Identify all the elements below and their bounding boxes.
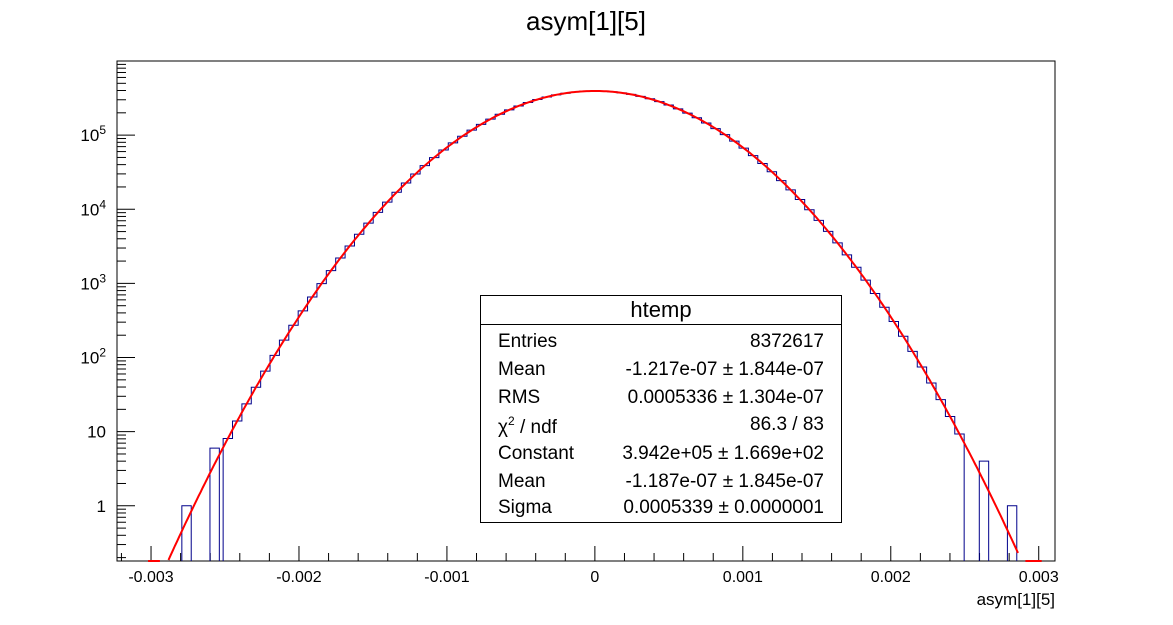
stats-row-rms: RMS 0.0005336 ± 1.304e-07 — [481, 383, 841, 411]
y-tick-label: 103 — [80, 271, 106, 293]
stats-label: RMS — [498, 387, 541, 408]
stats-label: Sigma — [498, 497, 552, 518]
x-tick-label: -0.001 — [424, 569, 469, 586]
stats-label: χ2 / ndf — [498, 414, 557, 438]
x-tick-label: 0.003 — [1019, 569, 1059, 586]
y-tick-label: 105 — [80, 123, 106, 145]
x-tick-label: -0.003 — [128, 569, 173, 586]
x-axis-label: asym[1][5] — [977, 590, 1055, 609]
fit-curve — [148, 90, 1042, 562]
chi-square-exponent: 2 — [507, 414, 515, 428]
stats-title: htemp — [481, 296, 841, 325]
x-tick-label: 0.001 — [723, 569, 763, 586]
stats-row-chi2: χ2 / ndf 86.3 / 83 — [481, 410, 841, 438]
stats-row-constant: Constant 3.942e+05 ± 1.669e+02 — [481, 439, 841, 467]
axes: -0.003 -0.002 -0.001 0 0.001 0.002 0.003 1 10 102… — [80, 63, 1059, 586]
x-tick-label: 0.002 — [871, 569, 911, 586]
x-tick-label: -0.002 — [276, 569, 321, 586]
histogram-bin — [1006, 505, 1018, 561]
y-tick-label: 104 — [80, 197, 106, 219]
histogram-bin — [978, 460, 990, 561]
stats-row-entries: Entries 8372617 — [481, 327, 841, 355]
y-tick-label: 1 — [97, 497, 106, 516]
stats-value: 86.3 / 83 — [750, 414, 824, 435]
y-tick-label: 10 — [87, 423, 106, 442]
stats-row-fit-mean: Mean -1.187e-07 ± 1.845e-07 — [481, 467, 841, 495]
x-tick-label: 0 — [590, 569, 599, 586]
stats-label: Constant — [498, 443, 575, 464]
histogram-bin — [209, 447, 220, 561]
stats-value: 0.0005339 ± 0.0000001 — [623, 497, 824, 518]
plot-frame — [116, 60, 1056, 562]
fit-line — [167, 90, 1019, 561]
stats-label: Mean — [498, 359, 546, 380]
y-tick-label: 102 — [80, 346, 106, 368]
chart-title: asym[1][5] — [526, 6, 646, 36]
stats-box: htemp Entries 8372617 Mean -1.217e-07 ± … — [480, 295, 842, 523]
stats-row-mean: Mean -1.217e-07 ± 1.844e-07 — [481, 355, 841, 383]
stats-row-sigma: Sigma 0.0005339 ± 0.0000001 — [481, 493, 841, 521]
stats-value: 8372617 — [750, 331, 824, 352]
stats-label: Mean — [498, 471, 546, 492]
stats-label: Entries — [498, 331, 558, 352]
stats-value: -1.187e-07 ± 1.845e-07 — [625, 471, 824, 492]
stats-value: 0.0005336 ± 1.304e-07 — [627, 387, 824, 408]
stats-value: 3.942e+05 ± 1.669e+02 — [622, 443, 824, 464]
stats-value: -1.217e-07 ± 1.844e-07 — [625, 359, 824, 380]
